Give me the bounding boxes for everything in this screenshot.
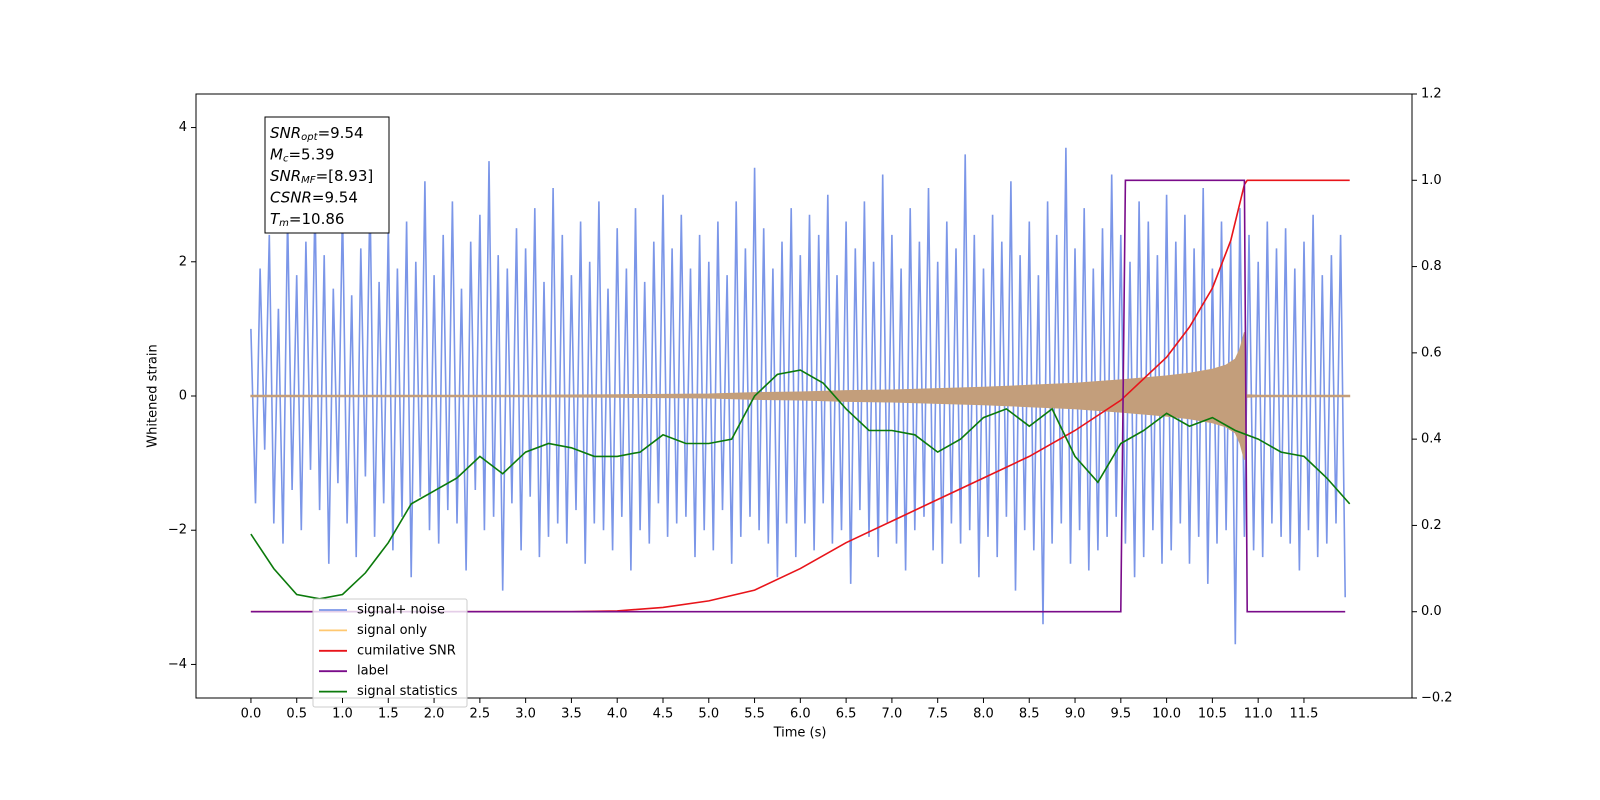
x-tick-label: 6.0 [790,707,811,722]
annotation-symbol: SNR [270,124,301,142]
y-axis-label: Whitened strain [146,344,161,447]
annotation-box [264,116,390,234]
x-tick-label: 4.5 [653,707,674,722]
x-tick-label: 8.5 [1019,707,1040,722]
x-tick-label: 9.0 [1065,707,1086,722]
legend-label: signal only [357,623,427,638]
annotation-symbol: SNR [270,167,301,185]
annotation-text: CSNR=9.54 [270,188,358,206]
annotation-value: =[8.93] [316,167,374,185]
annotation-subscript: c [283,154,289,165]
y2-tick-label: −0.2 [1421,691,1453,706]
annotation-text: SNRopt=9.54 [270,124,364,144]
y2-tick-label: 0.6 [1421,345,1442,360]
x-tick-label: 7.0 [882,707,903,722]
annotation-text: SNRMF=[8.93] [270,167,373,187]
annotation-symbol: M [270,145,283,163]
x-tick-label: 3.5 [561,707,582,722]
series-line [250,369,1351,600]
x-tick-label: 3.0 [515,707,536,722]
signal-area [250,332,1351,460]
x-tick-label: 5.0 [698,707,719,722]
annotation-subscript: MF [301,175,316,186]
series-line [250,147,1346,645]
y2-tick-label: 1.2 [1421,87,1442,102]
y2-tick-label: 0.0 [1421,604,1442,619]
x-tick-label: 5.5 [744,707,765,722]
overlay: SNRopt=9.54Mc=5.39SNRMF=[8.93]CSNR=9.54T… [264,116,468,708]
y2-tick-label: 0.4 [1421,432,1442,447]
x-tick-label: 0.0 [241,707,262,722]
y-tick-label: −4 [168,657,187,672]
x-tick-label: 10.0 [1152,707,1181,722]
annotation-symbol: T [270,210,281,228]
x-tick-label: 2.5 [470,707,491,722]
x-tick-label: 9.5 [1110,707,1131,722]
legend-box [312,598,468,708]
legend-label: signal statistics [357,684,458,699]
x-tick-label: 2.0 [424,707,445,722]
x-tick-label: 7.5 [927,707,948,722]
series-line [250,179,1350,613]
y2-tick-label: 0.8 [1421,259,1442,274]
legend-label: cumilative SNR [357,643,456,658]
x-tick-label: 6.5 [836,707,857,722]
legend-label: signal+ noise [357,603,445,618]
y-tick-label: −2 [168,523,187,538]
legend-label: label [357,664,388,679]
y-tick-label: 4 [179,120,187,135]
x-axis-label: Time (s) [773,726,827,741]
annotation-text: Tm=10.86 [270,210,344,230]
x-tick-label: 11.0 [1244,707,1273,722]
annotation-subscript: m [279,218,289,229]
annotation-value: =9.54 [312,188,358,206]
x-tick-label: 11.5 [1289,707,1318,722]
annotation-value: =10.86 [289,210,345,228]
annotation-subscript: opt [301,132,318,143]
x-tick-label: 0.5 [286,707,307,722]
y2-tick-label: 0.2 [1421,518,1442,533]
annotation-symbol: CSNR [270,188,312,206]
y-tick-label: 2 [179,254,187,269]
annotation-value: =5.39 [288,145,334,163]
x-tick-label: 4.0 [607,707,628,722]
y2-tick-label: 1.0 [1421,173,1442,188]
plot-area [250,147,1351,645]
annotation-value: =9.54 [318,124,364,142]
x-tick-label: 1.5 [378,707,399,722]
y-tick-label: 0 [179,389,187,404]
x-tick-label: 10.5 [1198,707,1227,722]
series-line [250,179,1346,613]
x-tick-label: 1.0 [332,707,353,722]
x-tick-label: 8.0 [973,707,994,722]
annotation-text: Mc=5.39 [270,145,334,165]
